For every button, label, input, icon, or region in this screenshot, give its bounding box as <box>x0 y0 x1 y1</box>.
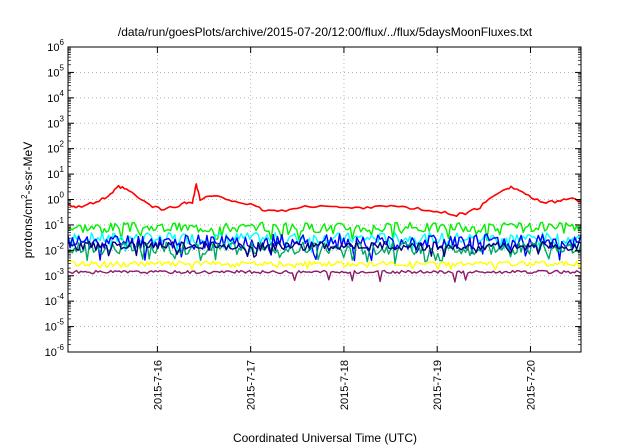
series-line-0 <box>67 183 582 217</box>
y-tick-label: 105 <box>47 63 64 79</box>
y-tick-label: 106 <box>47 38 64 54</box>
y-tick-label: 102 <box>47 140 64 156</box>
x-axis-label: Coordinated Universal Time (UTC) <box>233 431 417 445</box>
y-tick-label: 10-3 <box>45 267 65 283</box>
y-tick-label: 101 <box>47 165 64 181</box>
y-tick-label-exp: -3 <box>57 267 65 276</box>
series-layer <box>67 183 582 283</box>
y-tick-label-base: 10 <box>45 245 57 257</box>
y-tick-label-base: 10 <box>47 93 59 105</box>
series-line-2 <box>67 232 582 253</box>
y-tick-label: 10-4 <box>45 292 65 308</box>
y-tick-label-base: 10 <box>45 296 57 308</box>
y-tick-label-base: 10 <box>45 220 57 232</box>
y-tick-label-exp: -2 <box>57 241 65 250</box>
y-tick-label-base: 10 <box>47 118 59 130</box>
y-axis: 10610510410310210110010-110-210-310-410-… <box>45 38 581 359</box>
y-tick-label: 10-2 <box>45 241 65 257</box>
series-line-5 <box>67 240 582 258</box>
y-tick-label-base: 10 <box>47 42 59 54</box>
y-tick-label: 10-5 <box>45 318 65 334</box>
y-tick-label: 10-1 <box>45 216 65 232</box>
y-tick-label-base: 10 <box>47 67 59 79</box>
x-tick-label: 2015-7-19 <box>432 360 444 410</box>
y-tick-label-exp: 5 <box>60 63 65 72</box>
y-tick-label-base: 10 <box>47 169 59 181</box>
chart-title: /data/run/goesPlots/archive/2015-07-20/1… <box>118 25 533 39</box>
y-tick-label: 104 <box>47 89 64 105</box>
x-axis: 2015-7-16 2015-7-17 2015-7-18 2015-7-19 2015… <box>152 47 537 410</box>
y-tick-label: 100 <box>47 191 64 207</box>
y-tick-label-exp: -6 <box>57 343 65 352</box>
y-axis-label-prefix: protons/cm <box>21 199 35 258</box>
y-tick-label-exp: 6 <box>60 38 65 47</box>
series-line-4 <box>67 241 582 265</box>
y-tick-label-exp: 3 <box>60 114 65 123</box>
y-tick-label-exp: -4 <box>57 292 65 301</box>
grid <box>68 47 581 352</box>
y-axis-label-suffix: -s-sr-MeV <box>21 142 35 195</box>
x-tick-label: 2015-7-17 <box>246 360 258 410</box>
x-tick-label: 2015-7-20 <box>525 360 537 410</box>
y-axis-label-sup: 2 <box>20 194 29 199</box>
y-tick-label-exp: 4 <box>60 89 65 98</box>
series-line-1 <box>67 221 582 241</box>
x-tick-label: 2015-7-16 <box>152 360 164 410</box>
series-line-6 <box>67 260 582 271</box>
y-tick-label: 10-6 <box>45 343 65 359</box>
y-tick-label-base: 10 <box>45 322 57 334</box>
y-tick-label: 103 <box>47 114 64 130</box>
series-line-7 <box>67 269 582 283</box>
y-tick-label-exp: -1 <box>57 216 65 225</box>
y-axis-label: protons/cm2-s-sr-MeV <box>20 142 35 258</box>
y-tick-label-base: 10 <box>47 195 59 207</box>
y-tick-label-base: 10 <box>45 347 57 359</box>
y-tick-label-exp: 0 <box>60 191 65 200</box>
x-tick-label: 2015-7-18 <box>339 360 351 410</box>
y-tick-label-exp: -5 <box>57 318 65 327</box>
y-tick-label-base: 10 <box>47 144 59 156</box>
y-tick-label-exp: 2 <box>60 140 65 149</box>
y-tick-label-base: 10 <box>45 271 57 283</box>
y-tick-label-exp: 1 <box>60 165 65 174</box>
